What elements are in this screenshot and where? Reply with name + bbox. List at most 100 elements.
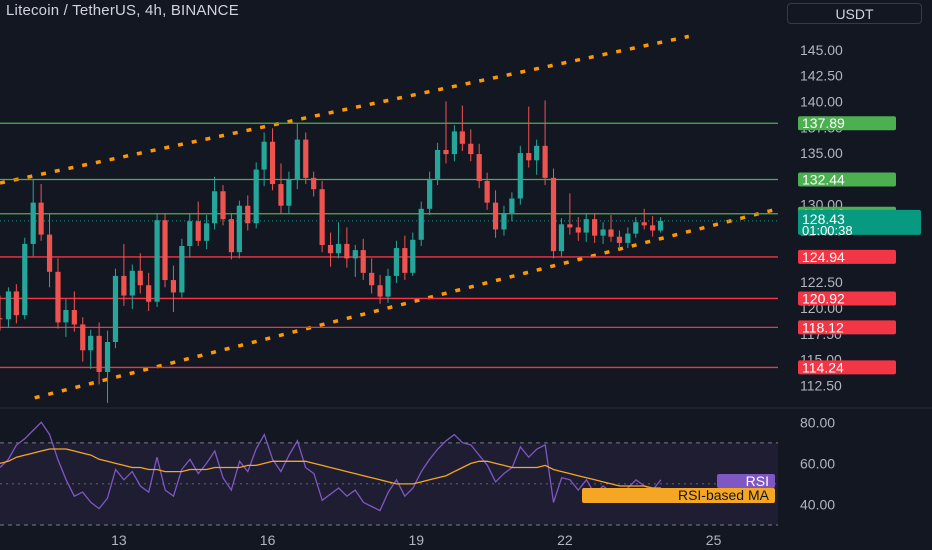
support-price-label: [798, 360, 896, 375]
resistance-price-label: [798, 116, 896, 131]
candle-body[interactable]: [393, 248, 400, 276]
candle-body[interactable]: [245, 205, 251, 224]
candle-body[interactable]: [641, 222, 647, 226]
candle-body[interactable]: [30, 202, 36, 244]
candle-body[interactable]: [88, 335, 94, 351]
candle-body[interactable]: [146, 285, 152, 302]
candle-body[interactable]: [468, 143, 474, 155]
current-price-value: 128.43: [802, 211, 845, 227]
candle-body[interactable]: [592, 219, 598, 236]
candle-body[interactable]: [269, 141, 276, 185]
candle-body[interactable]: [303, 139, 309, 178]
candle-body[interactable]: [567, 224, 573, 228]
candle-body[interactable]: [352, 250, 358, 259]
candle-body[interactable]: [187, 221, 193, 246]
candle-body[interactable]: [335, 243, 342, 254]
candle-body[interactable]: [427, 178, 433, 209]
candle-body[interactable]: [550, 177, 557, 252]
candle-body[interactable]: [501, 212, 507, 230]
candle-body[interactable]: [360, 250, 366, 273]
channel-line[interactable]: [0, 34, 690, 185]
candle-body[interactable]: [63, 310, 69, 323]
candle-body[interactable]: [344, 243, 350, 259]
candle-body[interactable]: [55, 271, 61, 323]
candle-body[interactable]: [575, 227, 581, 233]
time-axis-tick: 13: [111, 532, 127, 548]
candle-body[interactable]: [154, 220, 160, 302]
candle-body[interactable]: [311, 177, 317, 190]
candle-body[interactable]: [253, 169, 259, 224]
candle-body[interactable]: [5, 291, 12, 320]
candle-body[interactable]: [443, 149, 449, 155]
bar-countdown: 01:00:38: [802, 223, 853, 238]
candle-body[interactable]: [418, 208, 424, 240]
candle-body[interactable]: [625, 233, 631, 243]
channel-line[interactable]: [34, 207, 779, 400]
candle-body[interactable]: [228, 219, 235, 253]
candle-body[interactable]: [459, 131, 465, 144]
candle-body[interactable]: [410, 239, 416, 273]
candle-body[interactable]: [13, 291, 19, 316]
candle-body[interactable]: [476, 154, 482, 181]
candle-body[interactable]: [385, 275, 391, 297]
candle-body[interactable]: [484, 180, 490, 203]
candle-body[interactable]: [402, 248, 408, 273]
candle-body[interactable]: [509, 198, 515, 213]
candle-body[interactable]: [137, 270, 143, 286]
candle-body[interactable]: [526, 153, 532, 161]
price-axis-tick: 145.00: [800, 42, 843, 58]
candle-body[interactable]: [434, 149, 441, 179]
currency-button[interactable]: USDT: [787, 3, 922, 24]
candle-body[interactable]: [558, 224, 565, 252]
rsi-tag-label: RSI: [746, 473, 769, 489]
candle-body[interactable]: [179, 245, 185, 293]
candle-body[interactable]: [600, 229, 606, 236]
candle-body[interactable]: [294, 139, 300, 180]
level-label-text: 114.24: [802, 359, 844, 375]
candle-body[interactable]: [46, 234, 53, 272]
candle-body[interactable]: [104, 342, 111, 372]
candle-body[interactable]: [121, 275, 127, 296]
candle-body[interactable]: [129, 270, 135, 296]
candle-body[interactable]: [278, 184, 284, 206]
candle-body[interactable]: [112, 275, 119, 343]
candle-body[interactable]: [204, 223, 210, 241]
candle-body[interactable]: [534, 145, 540, 161]
candle-body[interactable]: [451, 131, 458, 155]
candle-body[interactable]: [517, 153, 523, 199]
candle-body[interactable]: [583, 219, 589, 233]
support-price-label: [798, 320, 896, 335]
candle-body[interactable]: [22, 243, 28, 316]
candle-body[interactable]: [327, 244, 334, 254]
candle-body[interactable]: [650, 225, 656, 231]
candle-body[interactable]: [261, 141, 267, 170]
candle-body[interactable]: [608, 229, 614, 237]
candle-body[interactable]: [633, 222, 639, 234]
current-price-label: [798, 209, 921, 235]
candle-body[interactable]: [0, 318, 3, 320]
candle-body[interactable]: [71, 310, 77, 325]
candle-body[interactable]: [657, 220, 664, 231]
candle-body[interactable]: [38, 202, 44, 235]
candle-body[interactable]: [96, 335, 102, 372]
price-axis-tick: 135.00: [800, 145, 843, 161]
candle-body[interactable]: [211, 191, 218, 224]
candle-body[interactable]: [492, 202, 499, 230]
candle-body[interactable]: [195, 221, 201, 241]
candle-body[interactable]: [220, 191, 226, 220]
candle-body[interactable]: [542, 145, 548, 178]
candle-body[interactable]: [616, 236, 623, 243]
candle-body[interactable]: [369, 272, 375, 286]
rsi-ma-line[interactable]: [0, 448, 661, 489]
rsi-ma-tag-label: RSI-based MA: [678, 487, 770, 503]
candle-body[interactable]: [80, 324, 86, 351]
price-axis-tick: 142.50: [800, 68, 843, 84]
rsi-line[interactable]: [0, 421, 662, 512]
candle-body[interactable]: [170, 280, 177, 293]
candle-body[interactable]: [319, 189, 325, 245]
candle-body[interactable]: [286, 179, 292, 206]
candle-body[interactable]: [162, 220, 168, 281]
candle-body[interactable]: [236, 205, 242, 253]
candle-body[interactable]: [377, 285, 383, 297]
